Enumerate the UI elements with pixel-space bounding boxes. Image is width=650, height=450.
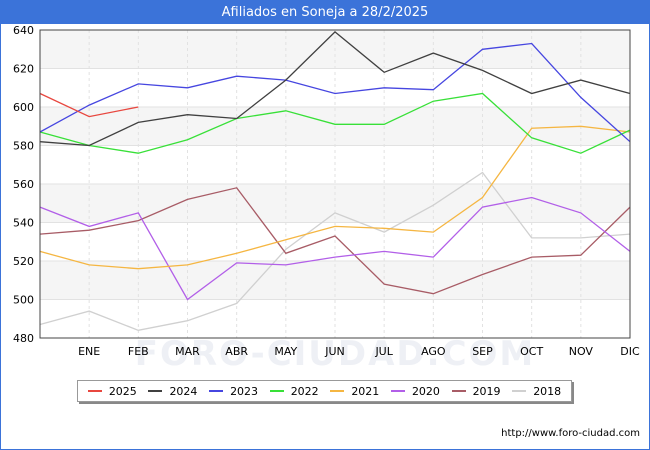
legend-swatch-2019 xyxy=(451,390,466,392)
legend-swatch-2018 xyxy=(512,390,527,392)
x-tick-label: SEP xyxy=(472,345,493,358)
y-tick-label: 600 xyxy=(13,101,34,114)
series-line-2023 xyxy=(39,42,631,143)
series-line-2019 xyxy=(39,187,631,295)
legend-label-2019: 2019 xyxy=(472,384,501,398)
y-tick-label: 480 xyxy=(13,332,34,345)
series-line-2024 xyxy=(39,31,631,147)
legend-label-2021: 2021 xyxy=(351,384,380,398)
series-line-2022 xyxy=(39,92,631,154)
x-tick-label: JUN xyxy=(324,345,345,358)
y-tick-label: 560 xyxy=(13,178,34,191)
watermark: FORO-CIUDAD.COM xyxy=(135,334,536,374)
legend-label-2024: 2024 xyxy=(169,384,198,398)
x-tick-label: MAR xyxy=(175,345,200,358)
legend-item-2021: 2021 xyxy=(330,385,379,398)
band xyxy=(40,261,630,300)
x-tick-label: NOV xyxy=(569,345,594,358)
legend-label-2025: 2025 xyxy=(108,384,137,398)
legend-label-2022: 2022 xyxy=(290,384,319,398)
x-tick-label: ABR xyxy=(225,345,248,358)
y-tick-label: 500 xyxy=(13,294,34,307)
x-tick-label: JUL xyxy=(374,345,393,358)
legend-label-2023: 2023 xyxy=(230,384,259,398)
legend-swatch-2021 xyxy=(330,390,345,392)
legend-swatch-2025 xyxy=(87,390,102,392)
series-lines xyxy=(39,31,631,331)
x-tick-label: FEB xyxy=(128,345,149,358)
x-tick-label: OCT xyxy=(520,345,543,358)
x-tick-label: ENE xyxy=(78,345,100,358)
legend-item-2024: 2024 xyxy=(148,385,197,398)
series-line-2025 xyxy=(39,92,139,118)
y-tick-label: 520 xyxy=(13,255,34,268)
legend-item-2025: 2025 xyxy=(87,384,137,398)
legend-item-2020: 2020 xyxy=(390,384,440,398)
legend-label-2020: 2020 xyxy=(411,384,440,398)
legend-swatch-2020 xyxy=(390,390,405,392)
y-tick-label: 620 xyxy=(13,63,34,76)
legend-item-2019: 2019 xyxy=(451,384,501,398)
legend-item-2023: 2023 xyxy=(209,385,258,398)
source-link[interactable]: http://www.foro-ciudad.com xyxy=(501,428,640,439)
y-tick-label: 540 xyxy=(13,217,34,230)
x-tick-label: DIC xyxy=(620,345,640,358)
series-line-2020 xyxy=(39,196,631,301)
y-tick-label: 580 xyxy=(13,140,34,153)
x-tick-label: MAY xyxy=(274,345,297,358)
legend-swatch-2022 xyxy=(269,390,284,392)
y-axis-ticks: 480 500 520 540 560 580 600 620 640 xyxy=(13,24,34,345)
legend-item-2018: 2018 xyxy=(512,385,561,398)
legend-swatch-2023 xyxy=(209,390,224,392)
plot-border xyxy=(39,29,631,339)
legend-label-2018: 2018 xyxy=(533,384,562,398)
x-axis-ticks: ENE FEB MAR ABR MAY JUN JUL AGO SEP OCT NOV DIC xyxy=(78,345,640,358)
series-line-2018 xyxy=(39,171,631,331)
series-line-2021 xyxy=(39,125,631,270)
legend: 2025 2024 2023 2022 2021 2020 2019 2018 xyxy=(77,380,572,402)
x-tick-label: AGO xyxy=(421,345,446,358)
legend-item-2022: 2022 xyxy=(269,384,319,398)
y-tick-label: 640 xyxy=(13,24,34,37)
legend-swatch-2024 xyxy=(148,390,163,392)
chart-title: Afiliados en Soneja a 28/2/2025 xyxy=(0,0,650,24)
